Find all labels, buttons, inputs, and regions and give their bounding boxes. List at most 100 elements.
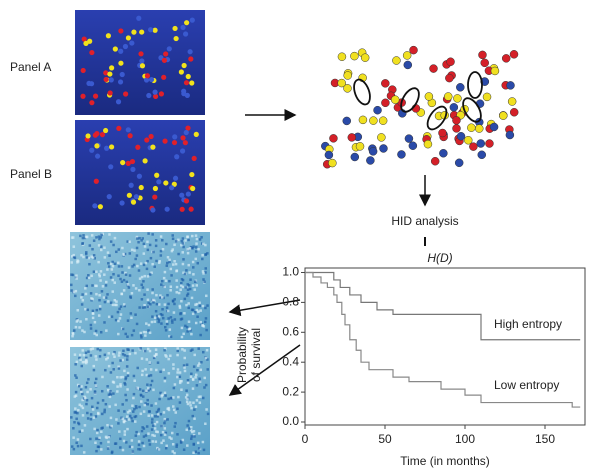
- speck: [200, 236, 203, 239]
- dot: [477, 150, 487, 160]
- speck: [103, 408, 106, 412]
- dot: [509, 107, 519, 117]
- speck: [139, 331, 142, 335]
- speck: [186, 288, 190, 291]
- speck: [194, 257, 198, 261]
- speck: [94, 441, 97, 445]
- speck: [105, 436, 108, 440]
- speck: [130, 445, 134, 449]
- speck: [193, 408, 196, 411]
- speck: [100, 248, 103, 252]
- dot: [94, 143, 100, 149]
- dot: [506, 81, 515, 90]
- speck: [147, 414, 150, 417]
- speck: [142, 263, 146, 267]
- speck: [197, 447, 201, 450]
- dot: [104, 145, 110, 151]
- speck: [135, 246, 139, 250]
- speck: [162, 296, 165, 300]
- dot: [162, 138, 168, 144]
- speck: [175, 285, 179, 289]
- speck: [94, 384, 98, 388]
- dot: [108, 164, 114, 170]
- survival-curve: [305, 271, 581, 408]
- speck: [110, 268, 114, 271]
- speck: [124, 332, 127, 336]
- speck: [184, 286, 188, 289]
- speck: [156, 415, 159, 418]
- dot: [430, 156, 440, 166]
- speck: [163, 433, 167, 436]
- dot: [136, 173, 143, 179]
- speck: [167, 317, 170, 320]
- speck: [173, 318, 177, 321]
- dot: [324, 150, 334, 160]
- dot: [187, 49, 193, 55]
- ring: [353, 78, 371, 106]
- speck: [166, 418, 169, 421]
- speck: [87, 274, 90, 277]
- curve-label: High entropy: [494, 317, 562, 331]
- speck: [81, 392, 84, 396]
- speck: [80, 296, 83, 299]
- speck: [108, 254, 111, 257]
- speck: [101, 375, 104, 379]
- speck: [160, 283, 163, 286]
- speck: [75, 417, 78, 421]
- speck: [191, 348, 194, 351]
- speck: [92, 270, 96, 273]
- ring: [462, 97, 482, 123]
- speck: [94, 329, 98, 333]
- speck: [103, 353, 107, 357]
- speck: [112, 352, 115, 356]
- speck: [111, 278, 115, 282]
- y-tick-label: 0.2: [282, 384, 299, 398]
- speck: [114, 403, 117, 407]
- speck: [89, 327, 93, 330]
- km-chart: 0.0 0.2 0.4 0.6 0.8 1.0 0 50 100 150 Time (in mont…: [235, 265, 586, 468]
- speck: [70, 261, 73, 264]
- speck: [88, 262, 91, 266]
- speck: [141, 369, 144, 373]
- speck: [176, 368, 180, 371]
- dot: [163, 180, 169, 186]
- dot: [146, 92, 152, 99]
- speck: [129, 312, 133, 315]
- speck: [75, 376, 78, 379]
- speck: [192, 451, 195, 454]
- speck: [81, 349, 85, 352]
- speck: [197, 347, 200, 350]
- speck: [202, 350, 205, 354]
- speck: [107, 364, 111, 368]
- speck: [80, 303, 84, 306]
- speck: [146, 248, 150, 252]
- speck: [118, 317, 122, 320]
- speck: [148, 387, 152, 391]
- speck: [137, 269, 141, 272]
- speck: [181, 251, 184, 254]
- speck: [117, 365, 120, 369]
- speck: [185, 393, 189, 397]
- speck: [106, 447, 110, 450]
- speck: [73, 256, 77, 260]
- speck: [97, 235, 101, 238]
- speck: [122, 252, 125, 256]
- speck: [74, 325, 78, 329]
- speck: [181, 285, 185, 289]
- speck: [192, 433, 196, 437]
- speck: [88, 244, 92, 247]
- speck: [76, 444, 80, 448]
- speck: [185, 269, 188, 272]
- speck: [195, 399, 199, 402]
- speck: [71, 334, 74, 338]
- speck: [162, 276, 166, 280]
- speck: [125, 415, 129, 418]
- speck: [137, 440, 141, 443]
- dot: [147, 27, 154, 33]
- speck: [175, 445, 178, 448]
- y-tick-label: 0.6: [282, 324, 299, 338]
- speck: [178, 304, 182, 308]
- speck: [99, 279, 102, 282]
- dot: [188, 56, 194, 62]
- speck: [172, 405, 175, 408]
